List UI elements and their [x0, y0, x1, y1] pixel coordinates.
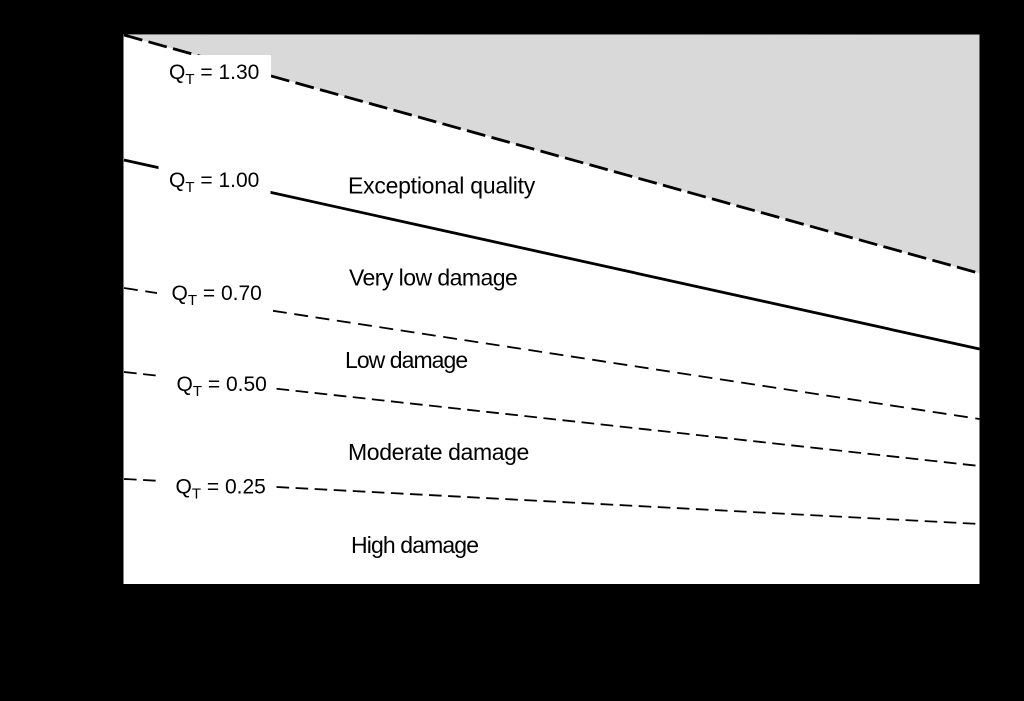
- svg-text:Very low damage: Very low damage: [349, 265, 517, 291]
- svg-text:QT = 0.25: QT = 0.25: [176, 476, 266, 503]
- svg-text:QT = 0.50: QT = 0.50: [177, 373, 267, 400]
- svg-text:QT = 0.70: QT = 0.70: [172, 282, 262, 309]
- svg-text:Moderate damage: Moderate damage: [348, 439, 529, 465]
- svg-text:QT = 1.00: QT = 1.00: [169, 169, 259, 196]
- svg-text:Low damage: Low damage: [345, 347, 467, 373]
- svg-text:High damage: High damage: [351, 532, 478, 558]
- svg-text:Exceptional quality: Exceptional quality: [348, 173, 536, 199]
- svg-text:QT = 1.30: QT = 1.30: [169, 61, 259, 88]
